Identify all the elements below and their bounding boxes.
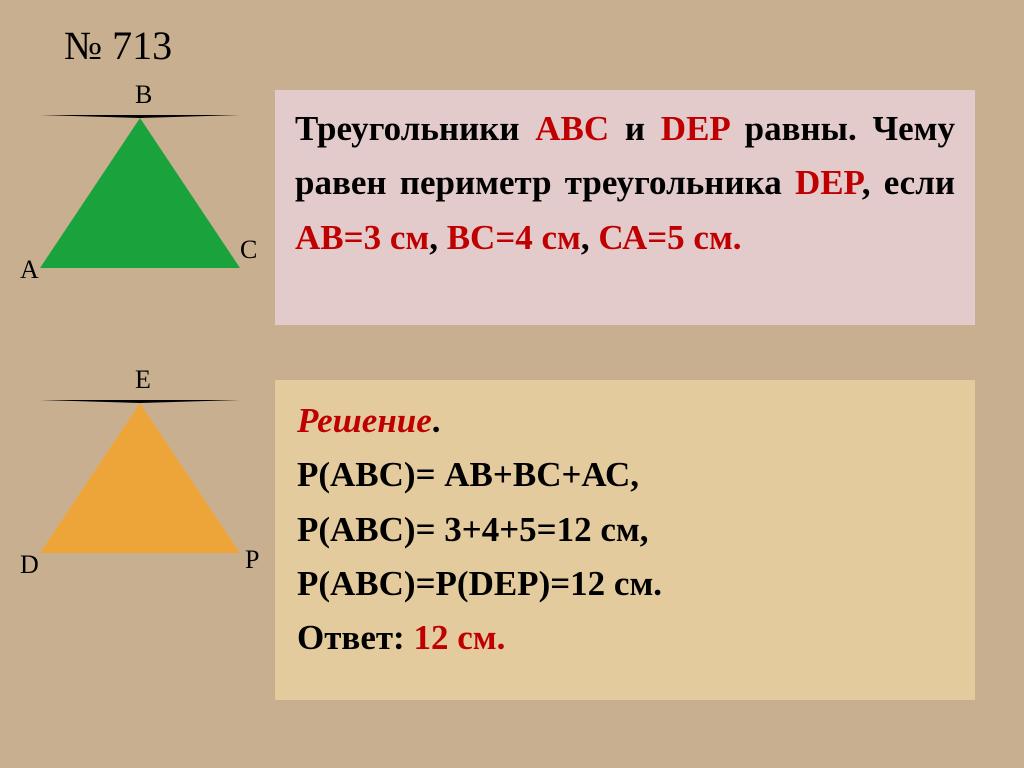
vertex-label-d: D <box>20 550 39 580</box>
problem-text: , <box>581 218 599 257</box>
solution-line-2: Р(АВС)= 3+4+5=12 см, <box>297 503 953 557</box>
problem-text-box: Треугольники АВС и DEP равны. Чему равен… <box>275 90 975 325</box>
problem-text-bc: ВС=4 см <box>447 218 581 257</box>
problem-text-ab: АВ=3 см <box>295 218 429 257</box>
problem-text-dep2: DEP <box>795 163 862 202</box>
problem-text: , если <box>862 163 955 202</box>
problem-text-abc: АВС <box>535 109 609 148</box>
solution-title-line: Решение. <box>297 394 953 448</box>
problem-text-ca: СА=5 см <box>598 218 732 257</box>
vertex-label-a: А <box>20 255 39 285</box>
problem-text-dot: . <box>733 218 742 257</box>
vertex-label-c: С <box>240 235 257 265</box>
slide: № 713 А В С D Е Р Треугольники АВС и DEP… <box>0 0 1024 768</box>
answer-label: Ответ: <box>297 618 413 657</box>
problem-number: № 713 <box>64 22 172 69</box>
solution-title-dot: . <box>432 401 441 440</box>
vertex-label-e: Е <box>135 365 151 395</box>
solution-text-box: Решение. Р(АВС)= АВ+ВС+АС, Р(АВС)= 3+4+5… <box>275 380 975 700</box>
solution-title: Решение <box>297 401 432 440</box>
problem-text-dep: DEP <box>661 109 729 148</box>
triangle-dep-shape <box>40 400 240 553</box>
problem-text: Треугольники <box>295 109 535 148</box>
solution-line-3: Р(АВС)=Р(DEP)=12 см. <box>297 557 953 611</box>
triangle-abc-shape <box>40 115 240 268</box>
vertex-label-p: Р <box>245 545 259 575</box>
vertex-label-b: В <box>135 80 152 110</box>
problem-text: , <box>429 218 447 257</box>
triangle-dep: D Е Р <box>40 400 240 550</box>
problem-text: и <box>609 109 661 148</box>
triangle-abc: А В С <box>40 115 240 265</box>
solution-line-1: Р(АВС)= АВ+ВС+АС, <box>297 448 953 502</box>
answer-value: 12 см. <box>413 618 505 657</box>
solution-answer-line: Ответ: 12 см. <box>297 611 953 665</box>
